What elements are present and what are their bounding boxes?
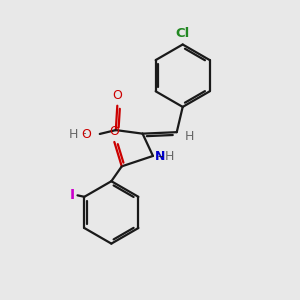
Text: –: – bbox=[158, 152, 163, 161]
Text: H: H bbox=[69, 128, 78, 141]
Text: O: O bbox=[110, 125, 119, 138]
Text: I: I bbox=[69, 188, 74, 202]
Text: N: N bbox=[154, 150, 165, 163]
Text: H: H bbox=[164, 150, 174, 163]
Text: Cl: Cl bbox=[176, 27, 190, 40]
Text: ·: · bbox=[83, 128, 87, 141]
Text: O: O bbox=[112, 89, 122, 102]
Text: H: H bbox=[185, 130, 194, 143]
Text: O: O bbox=[82, 128, 92, 141]
